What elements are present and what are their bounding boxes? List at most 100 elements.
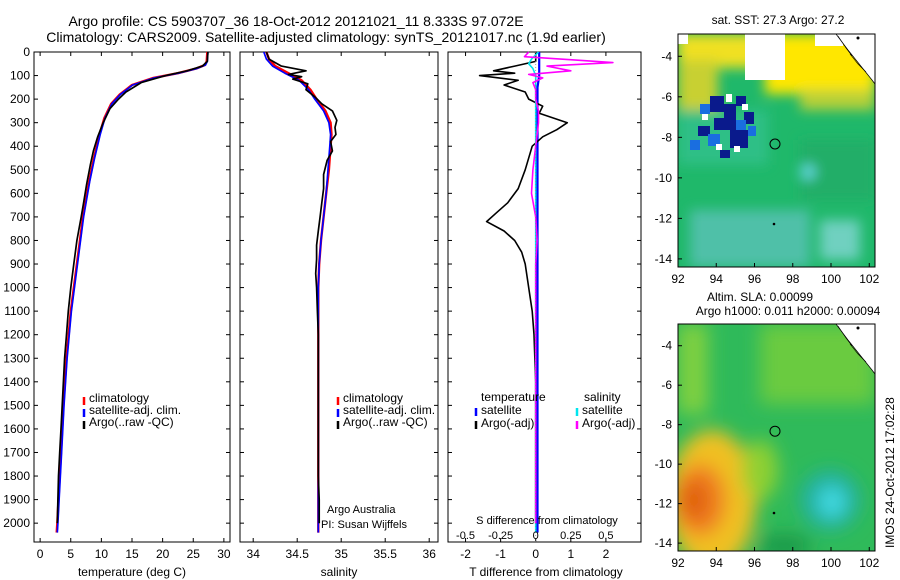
lat-tick-label: -10: [655, 171, 673, 185]
lat-tick-label: -8: [661, 418, 672, 432]
lon-tick-label: 96: [748, 272, 762, 286]
salinity-x-axis: 34 34.5 35 35.5 36: [247, 52, 437, 561]
x-tick-label: 0: [37, 547, 44, 561]
depth-tick-label: 2000: [3, 516, 30, 530]
t-difference-x-label: T difference from climatology: [469, 565, 623, 579]
depth-tick-label: 1800: [3, 469, 30, 483]
series-line-satellite-adj-clim-: [56, 51, 209, 533]
figure-title-line1: Argo profile: CS 5903707_36 18-Oct-2012 …: [68, 13, 523, 29]
depth-axis: 0 100 200 300 400 500 600 700 800 900 1000 1100 1200…: [3, 45, 230, 530]
legend-title-salinity: salinity: [584, 390, 621, 404]
x-tick-label: 25: [187, 547, 201, 561]
sst-map-axes: 92 94 96 98 100 102 -4 -6 -8 -10 -12 -14: [655, 49, 880, 286]
depth-tick-label: 1000: [3, 281, 30, 295]
legend-title-temperature: temperature: [481, 390, 546, 404]
legend-label-argo: Argo(..raw -QC): [89, 415, 174, 429]
depth-tick-label: 1100: [4, 304, 30, 318]
series-line-argo-raw-qc-: [56, 51, 209, 524]
sst-field: [678, 34, 875, 267]
sla-map-axes: 92 94 96 98 100 102 -4 -6 -8 -10 -12 -14: [655, 339, 880, 570]
depth-tick-label: 700: [10, 210, 30, 224]
sla-map-title: Altim. SLA: 0.00099: [707, 290, 813, 304]
legend-label-s-satellite: satellite: [582, 403, 623, 417]
x-tick-label: 34.5: [286, 547, 310, 561]
x-tick-label: 5: [67, 547, 74, 561]
series-line-t-argo-adj-: [478, 52, 569, 524]
lon-tick-label: 94: [710, 272, 724, 286]
depth-tick-label: 900: [10, 257, 30, 271]
island-marker: [772, 511, 776, 515]
x-tick-label: 36: [423, 547, 437, 561]
depth-tick-label: 1900: [3, 493, 30, 507]
depth-tick-label: 300: [10, 116, 30, 130]
legend-label-s-argo: Argo(-adj): [582, 416, 635, 430]
argo-position-marker: [769, 425, 781, 437]
depth-tick-label: 1600: [3, 422, 30, 436]
x-tick-label: 10: [95, 547, 109, 561]
s-tick-label: 0.25: [560, 530, 581, 542]
difference-panel: -2 -1 0 1 2 temperature salinity satellite A…: [447, 51, 642, 579]
sst-map: sat. SST: 27.3 Argo: 27.2: [655, 13, 880, 286]
s-difference-label: S difference from climatology: [476, 515, 618, 527]
lon-tick-label: 96: [748, 556, 762, 570]
x-tick-label: 1: [567, 547, 574, 561]
x-tick-label: 30: [217, 547, 231, 561]
x-tick-label: 34: [247, 547, 261, 561]
depth-tick-label: 0: [23, 45, 30, 59]
island-marker: [772, 222, 776, 226]
salinity-panel: 34 34.5 35 35.5 36 climatology satellite-adj…: [239, 51, 439, 579]
x-tick-label: 35: [335, 547, 349, 561]
depth-tick-label: 1500: [3, 398, 30, 412]
x-tick-label: 15: [125, 547, 139, 561]
s-tick-label: 0.5: [598, 530, 613, 542]
depth-tick-label: 100: [10, 69, 30, 83]
depth-tick-label: 1200: [3, 328, 30, 342]
depth-tick-label: 400: [10, 139, 30, 153]
depth-tick-label: 1700: [3, 445, 30, 459]
depth-tick-label: 800: [10, 233, 30, 247]
lat-tick-label: -10: [655, 457, 673, 471]
depth-tick-label: 1400: [3, 375, 30, 389]
temperature-x-axis: 0 5 10 15 20 25 30: [37, 52, 231, 561]
legend-label-t-satellite: satellite: [481, 403, 522, 417]
temperature-x-label: temperature (deg C): [78, 565, 186, 579]
salinity-x-label: salinity: [321, 565, 358, 579]
legend-label-climatology: climatology: [343, 391, 403, 405]
x-tick-label: 2: [603, 547, 610, 561]
sst-map-title: sat. SST: 27.3 Argo: 27.2: [712, 13, 845, 27]
legend-label-satellite: satellite-adj. clim.: [89, 403, 181, 417]
series-line-argo-raw-qc-: [265, 51, 338, 524]
lat-tick-label: -14: [655, 536, 673, 550]
series-line-satellite-adj-clim-: [263, 51, 332, 533]
salinity-legend: climatology satellite-adj. clim. Argo(..…: [336, 391, 435, 429]
lon-tick-label: 94: [710, 556, 724, 570]
s-tick-label: -0.25: [488, 530, 513, 542]
depth-tick-label: 1300: [3, 351, 30, 365]
pi-note: PI: Susan Wijffels: [321, 519, 407, 531]
t-difference-x-axis: -2 -1 0 1 2: [460, 52, 610, 561]
legend-label-satellite: satellite-adj. clim.: [343, 403, 435, 417]
x-tick-label: -1: [495, 547, 506, 561]
lat-tick-label: -12: [655, 211, 673, 225]
series-line-t-satellite: [536, 52, 541, 533]
lat-tick-label: -6: [661, 90, 672, 104]
x-tick-label: -2: [460, 547, 471, 561]
lon-tick-label: 98: [786, 556, 800, 570]
depth-tick-label: 200: [10, 92, 30, 106]
sla-map-subtitle: Argo h1000: 0.011 h2000: 0.00094: [696, 304, 881, 318]
lon-tick-label: 100: [821, 556, 841, 570]
lat-tick-label: -12: [655, 497, 673, 511]
depth-tick-label: 600: [10, 186, 30, 200]
x-tick-label: 20: [156, 547, 170, 561]
x-tick-label: 35.5: [374, 547, 398, 561]
lat-tick-label: -14: [655, 252, 673, 266]
s-tick-label: 0: [533, 530, 539, 542]
lat-tick-label: -8: [661, 130, 672, 144]
imos-timestamp: IMOS 24-Oct-2012 17:02:28: [883, 397, 897, 548]
legend-label-t-argo: Argo(-adj): [481, 416, 534, 430]
temperature-legend: climatology satellite-adj. clim. Argo(..…: [82, 391, 181, 429]
argo-position-marker: [769, 138, 781, 150]
series-line-climatology: [55, 51, 209, 533]
argo-australia-note: Argo Australia: [327, 504, 396, 516]
x-tick-label: 0: [532, 547, 539, 561]
